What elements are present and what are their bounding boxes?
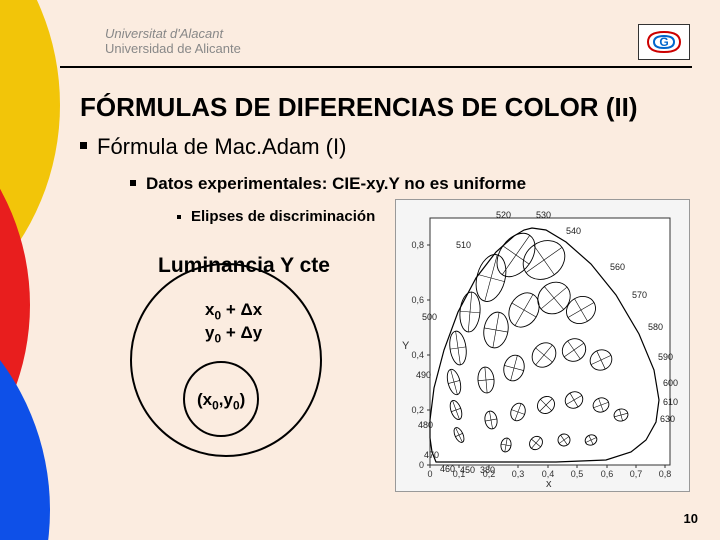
svg-text:560: 560 xyxy=(610,262,625,272)
svg-text:0,7: 0,7 xyxy=(630,469,643,479)
svg-text:0: 0 xyxy=(419,460,424,470)
bullet-square-icon xyxy=(80,142,87,149)
university-block: Universitat d'Alacant Universidad de Ali… xyxy=(105,27,241,57)
bullet-3-text: Elipses de discriminación xyxy=(191,208,375,225)
x-axis-label: x xyxy=(546,478,552,490)
bullet-square-icon xyxy=(177,215,181,219)
svg-text:570: 570 xyxy=(632,290,647,300)
header: Universitat d'Alacant Universidad de Ali… xyxy=(105,20,690,64)
svg-text:630: 630 xyxy=(660,414,675,424)
uni-line-1: Universitat d'Alacant xyxy=(105,27,241,42)
svg-text:380: 380 xyxy=(480,465,495,475)
svg-text:0,4: 0,4 xyxy=(411,350,424,360)
svg-text:500: 500 xyxy=(422,312,437,322)
luminance-label: Luminancia Y cte xyxy=(158,254,330,278)
svg-text:0,3: 0,3 xyxy=(512,469,525,479)
svg-text:610: 610 xyxy=(663,397,678,407)
svg-text:510: 510 xyxy=(456,240,471,250)
bullet-level-2: Datos experimentales: CIE-xy.Y no es uni… xyxy=(130,174,526,194)
cg-logo-icon: G xyxy=(644,28,684,56)
delta-formula: x0 + Δx y0 + Δy xyxy=(205,300,262,345)
svg-text:520: 520 xyxy=(496,210,511,220)
header-rule xyxy=(60,66,692,68)
svg-text:0,6: 0,6 xyxy=(411,295,424,305)
svg-text:0,2: 0,2 xyxy=(411,405,424,415)
svg-text:480: 480 xyxy=(418,420,433,430)
slide-title: FÓRMULAS DE DIFERENCIAS DE COLOR (II) xyxy=(80,92,638,123)
bullet-square-icon xyxy=(130,180,136,186)
y-axis-label: Y xyxy=(402,340,409,352)
bullet-2-text: Datos experimentales: CIE-xy.Y no es uni… xyxy=(146,174,526,194)
uni-line-2: Universidad de Alicante xyxy=(105,42,241,57)
svg-text:G: G xyxy=(659,35,668,49)
svg-text:0: 0 xyxy=(427,469,432,479)
svg-text:470: 470 xyxy=(424,450,439,460)
bullet-level-1: Fórmula de Mac.Adam (I) xyxy=(80,134,346,160)
svg-text:0,8: 0,8 xyxy=(659,469,672,479)
svg-text:600: 600 xyxy=(663,378,678,388)
svg-text:0,5: 0,5 xyxy=(571,469,584,479)
svg-text:0,8: 0,8 xyxy=(411,240,424,250)
svg-text:450: 450 xyxy=(460,465,475,475)
slide-page: Universitat d'Alacant Universidad de Ali… xyxy=(0,0,720,540)
cg-logo: G xyxy=(638,24,690,60)
bullet-1-text: Fórmula de Mac.Adam (I) xyxy=(97,134,346,160)
svg-text:460: 460 xyxy=(440,464,455,474)
svg-text:0,6: 0,6 xyxy=(601,469,614,479)
svg-text:530: 530 xyxy=(536,210,551,220)
bullet-level-3: Elipses de discriminación xyxy=(177,208,375,225)
page-number: 10 xyxy=(684,511,698,526)
svg-text:490: 490 xyxy=(416,370,431,380)
svg-text:580: 580 xyxy=(648,322,663,332)
point-formula: (x0,y0) xyxy=(197,390,245,412)
university-name: Universitat d'Alacant Universidad de Ali… xyxy=(105,27,241,57)
cie-svg: 00,20,40,60,800,10,20,30,40,50,60,70,852… xyxy=(396,200,691,493)
svg-text:540: 540 xyxy=(566,226,581,236)
svg-text:590: 590 xyxy=(658,352,673,362)
cie-diagram: 00,20,40,60,800,10,20,30,40,50,60,70,852… xyxy=(395,199,690,492)
